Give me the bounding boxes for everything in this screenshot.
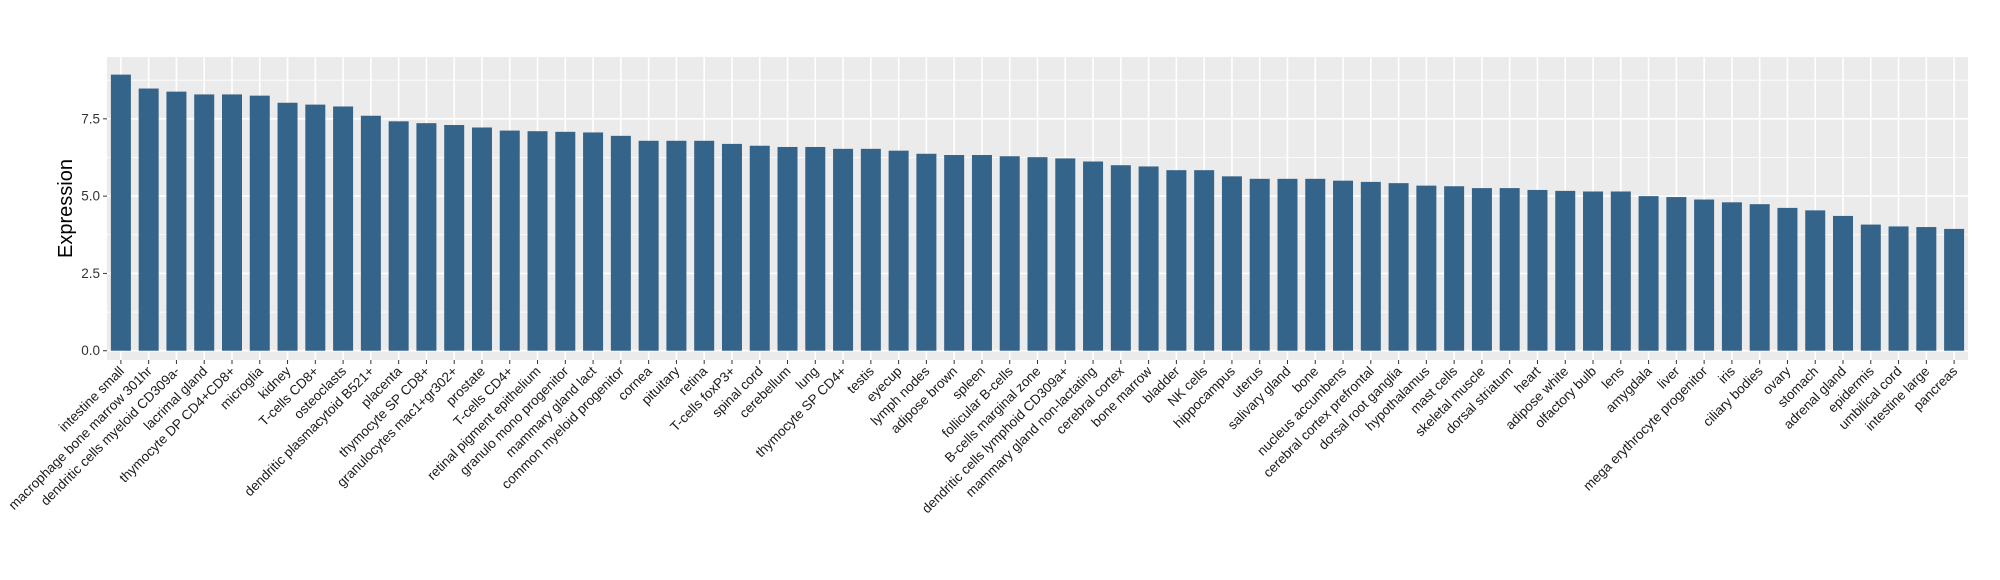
bar	[1944, 228, 1965, 351]
bar	[583, 132, 604, 351]
bar	[777, 146, 798, 351]
bar	[888, 150, 909, 351]
bar	[749, 145, 770, 351]
bar	[999, 156, 1020, 351]
bar	[1499, 188, 1520, 351]
bar	[666, 140, 687, 351]
bar	[1583, 191, 1604, 351]
bar	[1860, 224, 1881, 351]
bar	[138, 88, 159, 351]
bar	[360, 115, 381, 351]
bar	[1166, 170, 1187, 351]
y-tick-label: 7.5	[81, 111, 100, 126]
bar	[1110, 165, 1131, 351]
bar	[221, 94, 242, 351]
bar	[610, 135, 631, 351]
y-axis: 0.0 2.5 5.0 7.5	[81, 111, 107, 358]
bar	[1249, 178, 1270, 351]
bar	[1277, 178, 1298, 351]
bar	[1305, 178, 1326, 351]
bar	[1055, 158, 1076, 351]
bar	[388, 121, 409, 351]
bar	[694, 140, 715, 351]
bar	[1777, 207, 1798, 351]
bar	[1333, 180, 1354, 351]
bar	[1610, 191, 1631, 351]
bar	[499, 130, 520, 351]
bar	[527, 131, 548, 351]
x-tick-label: macrophage bone marrow 301hr	[6, 363, 155, 512]
bar	[1444, 186, 1465, 351]
bar	[1138, 166, 1159, 351]
bar	[1527, 189, 1548, 351]
bar	[110, 74, 131, 351]
y-tick-label: 2.5	[81, 266, 100, 281]
bars	[110, 74, 1965, 351]
bar	[1027, 157, 1048, 351]
bar	[305, 104, 326, 351]
bar	[1083, 161, 1104, 351]
bar	[721, 143, 742, 351]
bar	[1555, 190, 1576, 351]
bar	[1471, 188, 1492, 351]
y-tick-label: 5.0	[81, 189, 100, 204]
bar	[416, 123, 437, 351]
bar	[638, 140, 659, 351]
bar	[860, 148, 881, 351]
bar	[555, 131, 576, 351]
bar	[1388, 183, 1409, 351]
bar	[1360, 181, 1381, 351]
bar	[1666, 197, 1687, 351]
bar	[1916, 227, 1937, 351]
bar	[971, 155, 992, 351]
bar	[916, 153, 937, 351]
bar	[1721, 202, 1742, 351]
bar	[444, 125, 465, 351]
bar	[166, 91, 187, 351]
bar	[333, 106, 354, 351]
bar	[277, 102, 298, 351]
bar	[805, 146, 826, 351]
bar	[1416, 185, 1437, 351]
bar	[1833, 215, 1854, 351]
bar	[1749, 204, 1770, 351]
y-axis-title: Expression	[55, 159, 77, 258]
bar	[944, 155, 965, 351]
bar	[833, 148, 854, 351]
bar	[194, 94, 215, 351]
bar	[1221, 176, 1242, 351]
bar	[1805, 210, 1826, 351]
y-tick-label: 0.0	[81, 343, 100, 358]
bar	[471, 127, 492, 351]
bar	[1694, 199, 1715, 351]
bar	[1888, 226, 1909, 351]
bar	[1194, 170, 1215, 351]
bar	[249, 95, 270, 351]
bar	[1638, 196, 1659, 351]
